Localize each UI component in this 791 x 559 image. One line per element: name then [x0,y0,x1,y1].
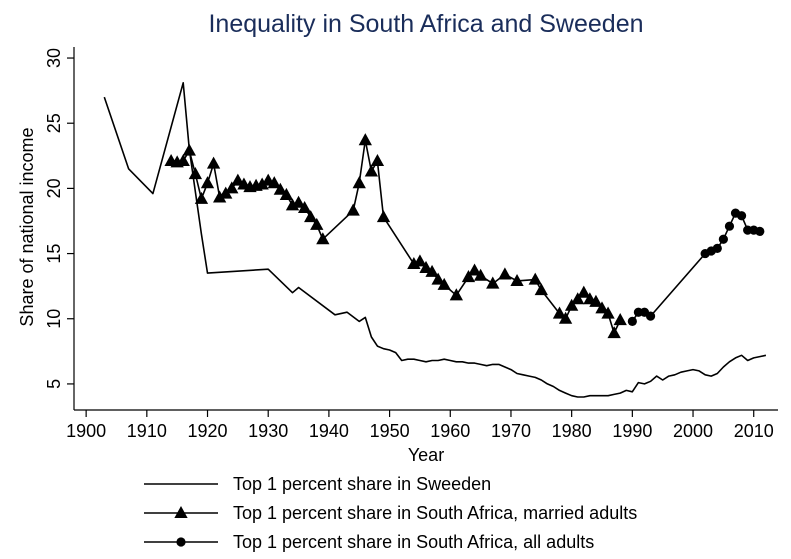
data-point-triangle [413,254,427,267]
data-point-triangle [613,313,627,326]
data-point-triangle [486,276,500,289]
data-point-triangle [182,143,196,156]
legend-marker [176,537,186,547]
data-point-triangle [213,190,227,203]
data-point-triangle [534,283,548,296]
x-axis-title: Year [408,445,444,465]
data-point-circle [755,226,765,237]
data-point-triangle [571,292,585,305]
data-point-triangle [346,203,360,216]
data-point-triangle [577,285,591,298]
data-point-triangle [461,270,476,283]
data-point-triangle [352,176,366,189]
data-point-triangle [279,187,294,200]
data-point-triangle [364,164,379,177]
x-tick-label: 1970 [491,421,531,441]
data-point-triangle [200,176,215,189]
legend-item: Top 1 percent share in South Africa, all… [144,532,594,552]
data-point-circle [736,211,747,221]
data-point-triangle [437,277,451,290]
data-point-triangle [267,176,281,189]
data-point-circle [645,311,656,321]
data-point-triangle [552,306,567,319]
data-point-triangle [558,311,573,324]
x-tick-label: 2000 [673,421,713,441]
axes: 5 10 15 20 25 30 1900 1910 1920 1930 1940 1950 1960 1… [44,47,778,441]
data-point-triangle [358,133,372,146]
series-line [631,212,760,322]
data-point-triangle [467,263,482,276]
x-tick-label: 1930 [248,421,288,441]
chart-title: Inequality in South Africa and Sweeden [208,10,643,38]
data-point-circle [718,234,728,244]
y-tick-label: 30 [44,48,64,68]
data-point-triangle [370,154,385,167]
x-tick-label: 1980 [552,421,592,441]
data-point-triangle [565,298,579,311]
x-tick-label: 1910 [127,421,167,441]
y-axis-title: Share of national income [17,127,37,326]
data-point-triangle [589,294,603,307]
series-1 [103,82,767,398]
legend-label: Top 1 percent share in Sweeden [233,474,491,494]
data-point-triangle [206,156,221,169]
legend: Top 1 percent share in Sweeden Top 1 perc… [144,474,637,552]
data-point-triangle [304,210,318,223]
y-tick-label: 5 [44,379,64,389]
x-tick-label: 1940 [309,421,349,441]
x-tick-label: 1960 [430,421,470,441]
series-2 [164,133,627,339]
data-point-triangle [194,191,209,204]
data-point-triangle [498,267,512,280]
series-line [170,139,621,334]
data-point-triangle [431,272,445,285]
series-line [103,82,767,398]
legend-label: Top 1 percent share in South Africa, mar… [233,503,637,523]
data-point-triangle [449,288,463,301]
data-point-triangle [291,195,306,208]
legend-marker [174,506,188,519]
data-point-triangle [510,273,524,286]
x-tick-label: 1950 [370,421,410,441]
x-tick-label: 1900 [66,421,106,441]
data-point-triangle [595,301,609,314]
y-tick-label: 15 [44,244,64,264]
y-tick-label: 25 [44,113,64,133]
y-tick-label: 20 [44,178,64,198]
legend-label: Top 1 percent share in South Africa, all… [233,532,594,552]
data-point-triangle [607,326,621,339]
data-point-triangle [601,306,615,319]
data-point-triangle [376,210,391,223]
data-point-triangle [297,200,312,213]
data-point-circle [724,221,735,231]
series-3 [627,208,765,326]
data-point-triangle [176,154,190,167]
x-tick-label: 1990 [612,421,652,441]
data-point-triangle [316,232,330,245]
data-point-triangle [255,177,269,190]
data-point-triangle [425,264,439,277]
data-point-triangle [188,167,203,180]
data-point-triangle [225,181,239,194]
data-point-triangle [273,182,287,195]
y-tick-label: 10 [44,309,64,329]
legend-item: Top 1 percent share in South Africa, mar… [144,503,637,523]
data-point-triangle [473,268,488,281]
data-point-triangle [310,217,324,230]
x-tick-label: 2010 [734,421,774,441]
data-point-circle [627,316,637,326]
data-point-triangle [528,272,542,285]
data-point-circle [712,243,722,253]
series-layer [103,82,767,398]
legend-item: Top 1 percent share in Sweeden [144,474,491,494]
x-tick-label: 1920 [187,421,227,441]
